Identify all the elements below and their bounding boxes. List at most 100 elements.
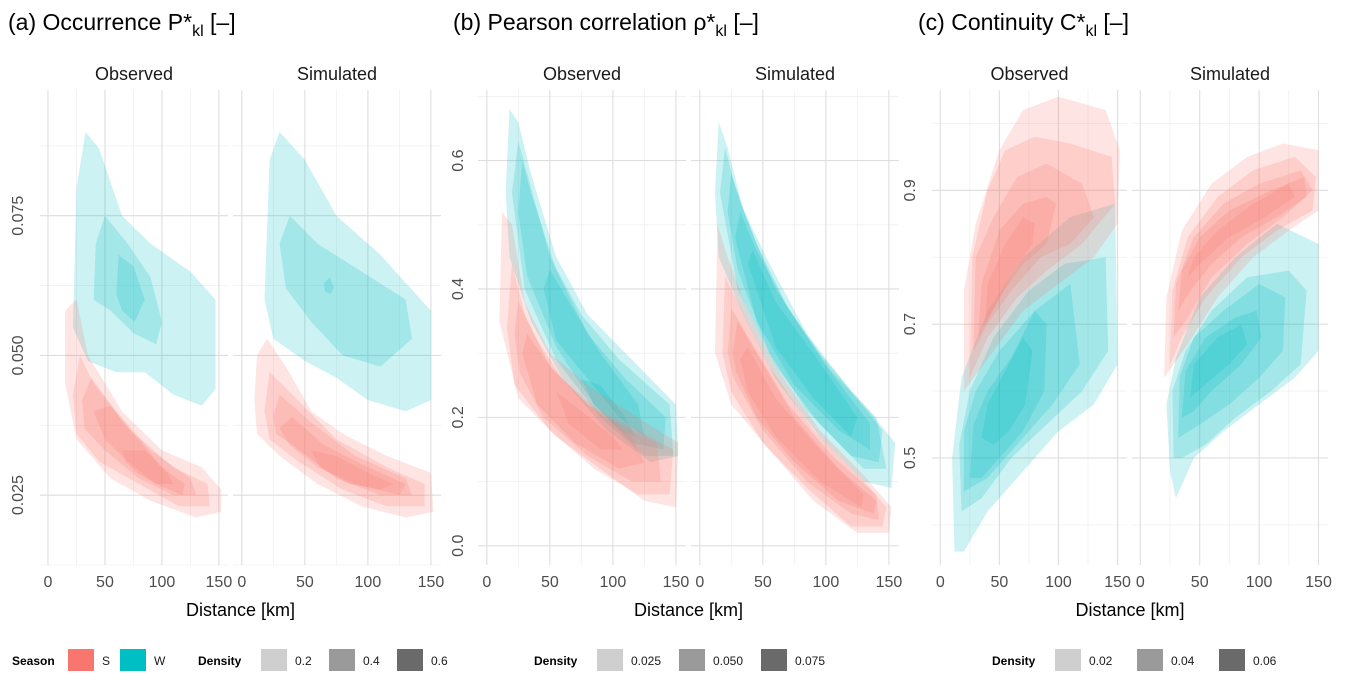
- density-region-S: [264, 372, 425, 507]
- x-tick-label: 0: [936, 574, 945, 591]
- y-tick-label: 0.025: [10, 475, 27, 515]
- density-region-S: [1170, 156, 1317, 365]
- panel-title-main: (b) Pearson correlation ρ*: [453, 9, 715, 35]
- density-region-S: [65, 299, 222, 518]
- density-region-W: [720, 147, 887, 469]
- series-W: [715, 122, 896, 488]
- density-region-W: [735, 212, 870, 450]
- y-tick-label: 0.075: [10, 196, 27, 236]
- legend-density-title: Density: [198, 654, 242, 668]
- panel-title-sub: kl: [715, 23, 727, 40]
- series-S: [254, 338, 434, 518]
- facet-strip-label: Simulated: [297, 64, 377, 84]
- density-region-S: [973, 163, 1094, 351]
- density-region-S: [1187, 183, 1295, 278]
- legend-key-density: [761, 649, 787, 671]
- y-tick-label: 0.6: [450, 149, 467, 171]
- facet-strip-label: Observed: [95, 64, 173, 84]
- y-tick-label: 0.5: [902, 447, 919, 469]
- density-region-S: [727, 308, 879, 521]
- x-tick-label: 150: [418, 574, 445, 591]
- density-region-S: [1173, 170, 1313, 338]
- legend-1: Density 0.025 0.050 0.075: [534, 649, 825, 671]
- density-region-W: [518, 160, 666, 450]
- x-axis-title: Distance [km]: [186, 600, 295, 620]
- x-tick-label: 50: [754, 574, 772, 591]
- panel-title-1: (b) Pearson correlation ρ*kl [–]: [453, 9, 759, 40]
- density-region-S: [311, 450, 394, 490]
- legend-density-label: 0.050: [713, 654, 743, 668]
- x-axis-title: Distance [km]: [1075, 600, 1184, 620]
- x-tick-label: 50: [1191, 574, 1209, 591]
- panel-title-suffix: [–]: [727, 9, 759, 35]
- series-S: [963, 96, 1120, 392]
- density-region-W: [1172, 270, 1307, 458]
- panel-title-suffix: [–]: [1097, 9, 1129, 35]
- panel-title-sub: kl: [1085, 23, 1097, 40]
- panel-title-main: (a) Occurrence P*: [8, 9, 192, 35]
- legend-0: Season S W Density 0.2 0.4 0.6: [12, 649, 448, 671]
- facet-grid: [478, 90, 686, 565]
- legend-2: Density 0.02 0.04 0.06: [992, 649, 1277, 671]
- y-tick-label: 0.050: [10, 335, 27, 375]
- series-S: [499, 212, 679, 508]
- density-region-S: [963, 96, 1120, 392]
- x-tick-label: 0: [695, 574, 704, 591]
- y-tick-label: 0.0: [450, 535, 467, 557]
- panel-title-suffix: [–]: [204, 9, 236, 35]
- legend-key-density: [597, 649, 623, 671]
- legend-density-label: 0.025: [631, 654, 661, 668]
- legend-season-label: S: [102, 654, 110, 668]
- legend-key-season-W: [120, 649, 146, 671]
- density-region-W: [727, 173, 883, 463]
- density-region-W: [969, 310, 1047, 478]
- legend-density-label: 0.04: [1171, 654, 1195, 668]
- legend-key-density: [329, 649, 355, 671]
- series-W: [505, 109, 679, 463]
- legend-key-density: [679, 649, 705, 671]
- density-region-W: [1166, 223, 1319, 499]
- facet-grid: [233, 90, 441, 566]
- density-region-W: [505, 109, 679, 463]
- legend-key-density: [1219, 649, 1245, 671]
- x-tick-label: 100: [813, 574, 840, 591]
- density-region-S: [279, 416, 406, 496]
- density-region-S: [254, 338, 434, 518]
- density-region-W: [1178, 284, 1286, 438]
- density-region-S: [740, 346, 864, 508]
- density-region-W: [116, 254, 145, 322]
- density-region-S: [499, 212, 679, 508]
- series-S: [65, 299, 222, 518]
- density-region-W: [715, 122, 896, 488]
- series-S: [1164, 143, 1319, 378]
- density-region-W: [581, 378, 636, 437]
- density-region-W: [93, 215, 162, 345]
- density-region-S: [556, 391, 623, 450]
- facet-grid: [40, 90, 228, 566]
- x-tick-label: 150: [1305, 574, 1332, 591]
- density-region-S: [122, 450, 174, 484]
- x-tick-label: 0: [44, 574, 53, 591]
- x-tick-label: 100: [149, 574, 176, 591]
- x-tick-label: 100: [355, 574, 382, 591]
- density-region-W: [963, 284, 1080, 492]
- legend-density-label: 0.6: [431, 654, 448, 668]
- density-region-S: [522, 333, 645, 469]
- facet-strip-label: Simulated: [1190, 64, 1270, 84]
- series-S: [715, 224, 892, 533]
- density-region-W: [279, 215, 412, 367]
- density-region-W: [952, 203, 1118, 552]
- panel-title-sub: kl: [192, 23, 204, 40]
- density-region-W: [1181, 310, 1262, 418]
- density-region-S: [93, 405, 185, 496]
- legend-density-label: 0.4: [363, 654, 380, 668]
- x-tick-label: 0: [482, 574, 491, 591]
- legend-density-label: 0.2: [295, 654, 312, 668]
- x-tick-label: 50: [541, 574, 559, 591]
- panel-title-main: (c) Continuity C*: [918, 9, 1085, 35]
- density-region-S: [715, 224, 892, 533]
- density-region-S: [273, 394, 412, 496]
- y-tick-label: 0.9: [902, 179, 919, 201]
- density-region-S: [82, 377, 197, 496]
